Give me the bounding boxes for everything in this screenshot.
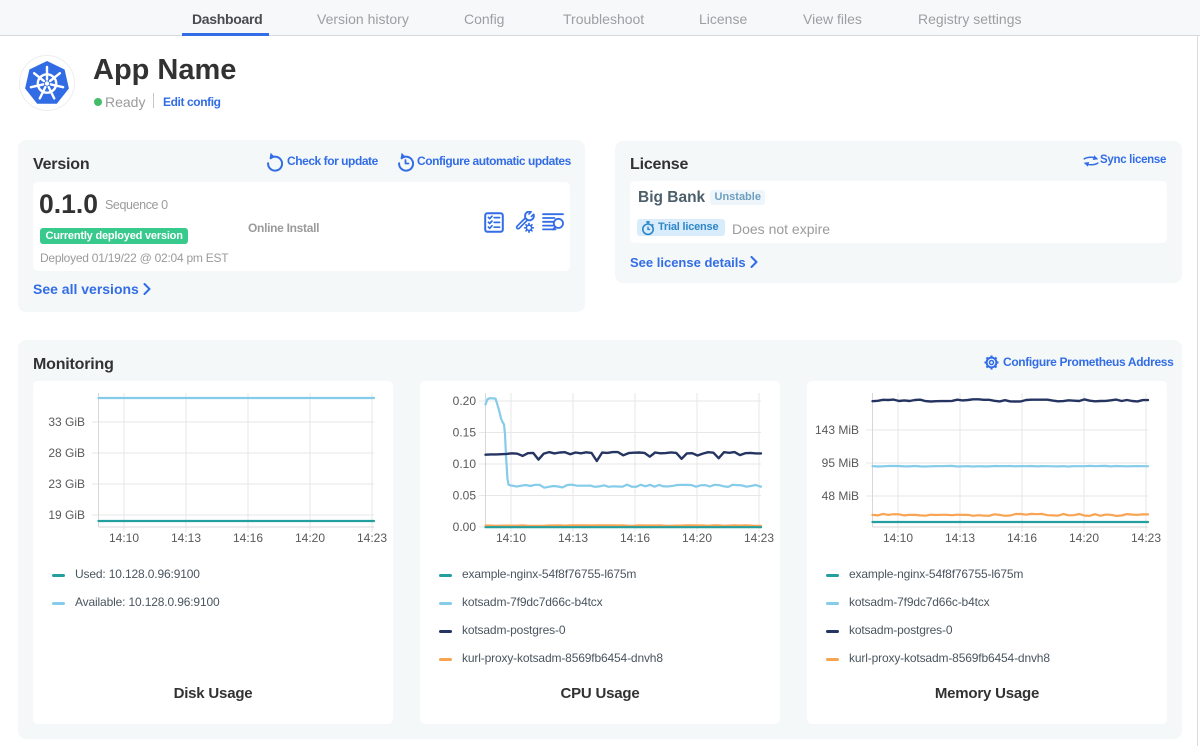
svg-text:14:20: 14:20 [1069, 531, 1099, 545]
svg-text:14:13: 14:13 [945, 531, 975, 545]
svg-text:14:23: 14:23 [1131, 531, 1161, 545]
svg-text:33 GiB: 33 GiB [48, 415, 85, 429]
svg-text:14:20: 14:20 [682, 531, 712, 545]
svg-text:28 GiB: 28 GiB [48, 446, 85, 460]
svg-text:23 GiB: 23 GiB [48, 477, 85, 491]
svg-text:19 GiB: 19 GiB [48, 508, 85, 522]
svg-text:14:10: 14:10 [883, 531, 913, 545]
svg-text:0.05: 0.05 [453, 489, 477, 503]
svg-text:0.20: 0.20 [453, 394, 477, 408]
svg-text:14:13: 14:13 [558, 531, 588, 545]
svg-text:14:23: 14:23 [744, 531, 774, 545]
svg-text:14:13: 14:13 [171, 531, 201, 545]
svg-text:48 MiB: 48 MiB [822, 489, 859, 503]
svg-text:14:10: 14:10 [109, 531, 139, 545]
svg-text:0.15: 0.15 [453, 426, 477, 440]
svg-text:143 MiB: 143 MiB [815, 423, 859, 437]
svg-text:14:10: 14:10 [496, 531, 526, 545]
svg-text:0.00: 0.00 [453, 520, 477, 534]
svg-text:14:16: 14:16 [1007, 531, 1037, 545]
svg-text:14:23: 14:23 [357, 531, 387, 545]
svg-text:14:16: 14:16 [620, 531, 650, 545]
svg-text:0.10: 0.10 [453, 457, 477, 471]
svg-text:14:16: 14:16 [233, 531, 263, 545]
svg-text:14:20: 14:20 [295, 531, 325, 545]
svg-text:95 MiB: 95 MiB [822, 456, 859, 470]
